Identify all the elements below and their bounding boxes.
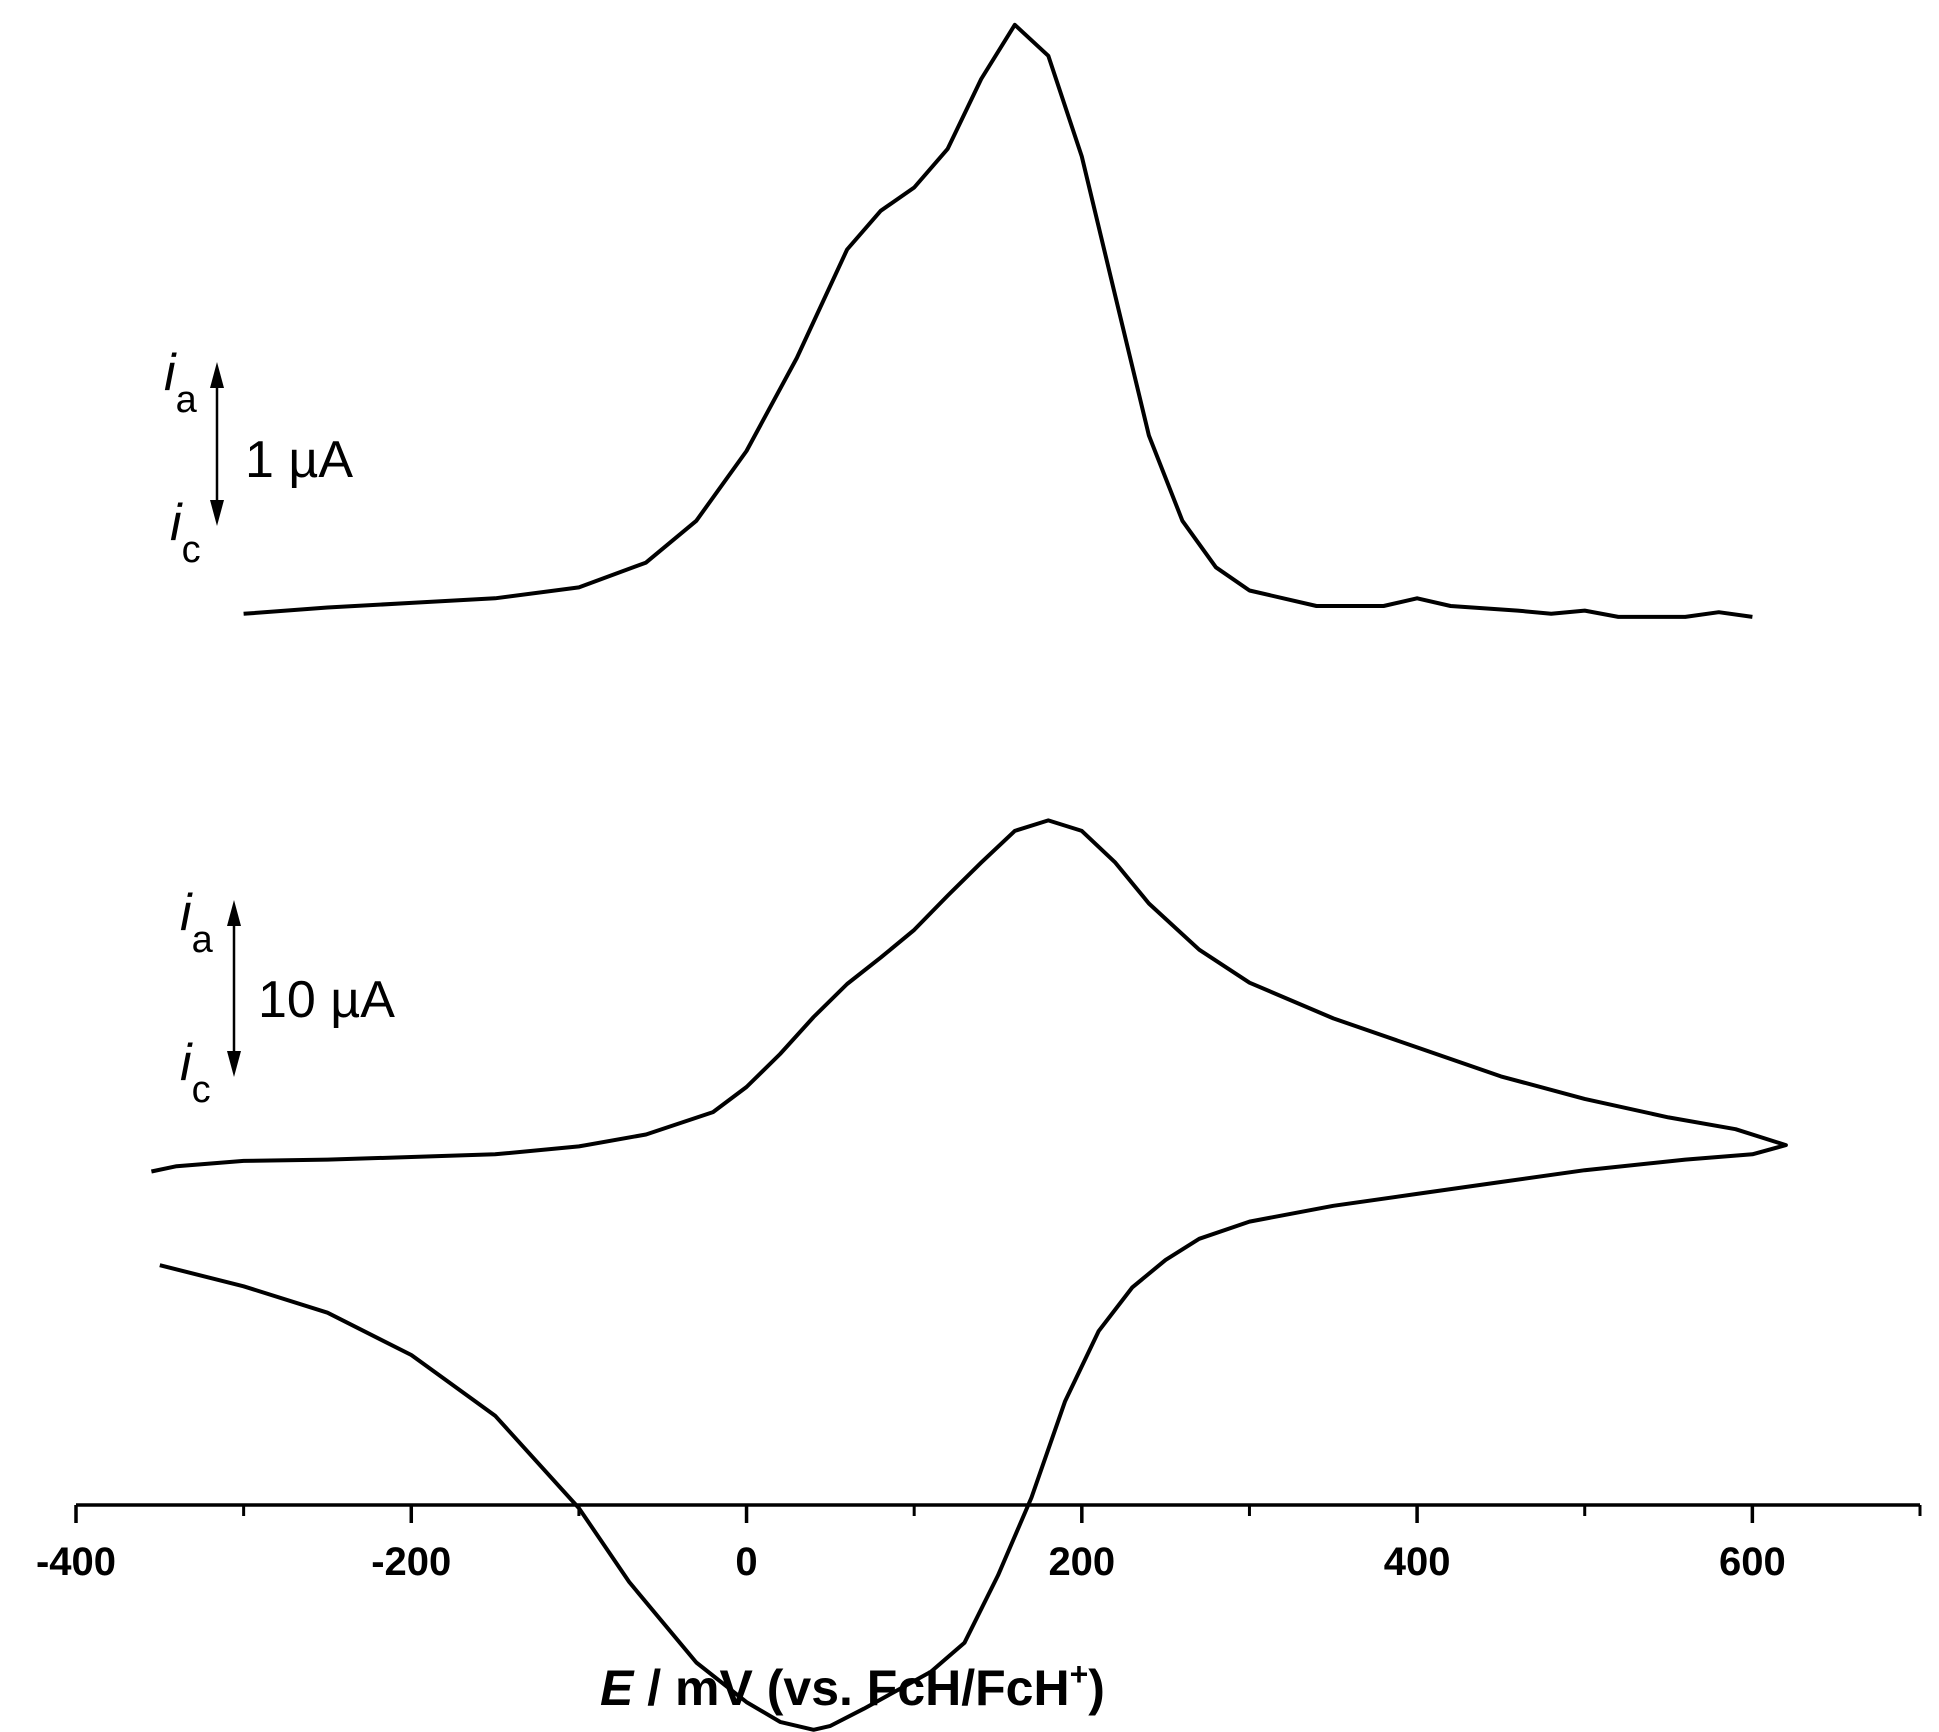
x-tick-label: -200 xyxy=(371,1540,451,1584)
scale-bar-top-label: 1 µA xyxy=(245,431,353,489)
x-axis-title: E / mV (vs. FcH/FcH+) xyxy=(600,1656,1105,1716)
x-axis-title-close: ) xyxy=(1088,1660,1105,1716)
scale-bar-bottom-label: 10 µA xyxy=(258,971,395,1029)
x-axis-title-superscript: + xyxy=(1070,1656,1089,1692)
scale-bar-top: ia 1 µA ic xyxy=(164,344,353,571)
anodic-current-label-bottom: ia xyxy=(180,884,214,961)
x-tick-label: 600 xyxy=(1719,1540,1786,1584)
scale-bar-top-up-arrow-icon xyxy=(210,362,224,388)
x-axis: -400 -200 0 200 400 600 xyxy=(36,1503,1922,1584)
anodic-current-label-top: ia xyxy=(164,344,198,421)
scale-bar-bottom-up-arrow-icon xyxy=(227,900,241,926)
x-axis-title-text: / mV (vs. FcH/FcH xyxy=(633,1660,1069,1716)
differential-pulse-trace xyxy=(243,22,1753,619)
scale-bar-bottom: ia 10 µA ic xyxy=(180,884,395,1111)
x-tick-label: 0 xyxy=(735,1540,757,1584)
scale-bar-top-down-arrow-icon xyxy=(210,500,224,526)
cathodic-current-label-bottom: ic xyxy=(180,1034,211,1111)
x-tick-label: 400 xyxy=(1384,1540,1451,1584)
scale-bar-bottom-down-arrow-icon xyxy=(227,1051,241,1077)
x-axis-title-symbol: E xyxy=(600,1660,635,1716)
x-axis-ticks: -400 -200 0 200 400 600 xyxy=(36,1505,1922,1584)
cathodic-current-label-top: ic xyxy=(170,494,201,571)
x-tick-label: 200 xyxy=(1048,1540,1115,1584)
cyclic-voltammogram-trace xyxy=(150,818,1788,1732)
x-tick-label: -400 xyxy=(36,1540,116,1584)
